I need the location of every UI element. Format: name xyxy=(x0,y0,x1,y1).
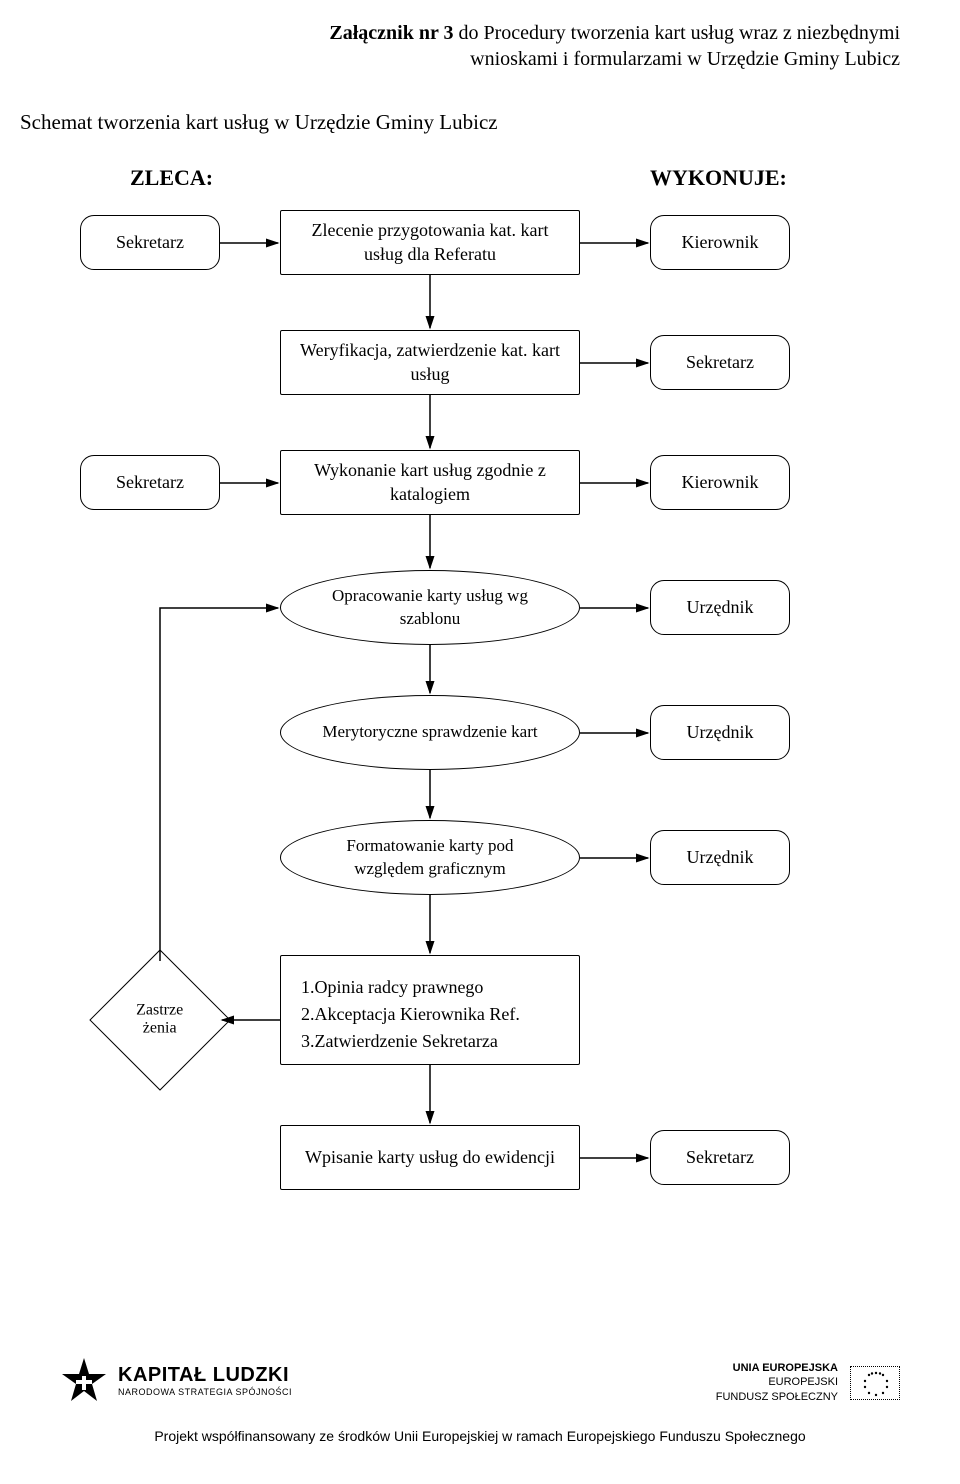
header-rest: do Procedury tworzenia kart usług wraz z… xyxy=(453,22,900,44)
node-diamond: Zastrzeżenia xyxy=(89,949,230,1090)
node-rect7: 1.Opinia radcy prawnego 2.Akceptacja Kie… xyxy=(280,955,580,1065)
rect7-line1: 1.Opinia radcy prawnego xyxy=(301,974,483,1001)
node-right5: Urzędnik xyxy=(650,705,790,760)
kl-small: NARODOWA STRATEGIA SPÓJNOŚCI xyxy=(118,1387,292,1397)
page: Załącznik nr 3 do Procedury tworzenia ka… xyxy=(0,0,960,1484)
node-left3: Sekretarz xyxy=(80,455,220,510)
eu-text: UNIA EUROPEJSKA EUROPEJSKI FUNDUSZ SPOŁE… xyxy=(716,1361,838,1404)
node-left1: Sekretarz xyxy=(80,215,220,270)
col-head-left: ZLECA: xyxy=(130,165,213,191)
node-ell6: Formatowanie karty pod względem graficzn… xyxy=(280,820,580,895)
node-ell4: Opracowanie karty usług wg szablonu xyxy=(280,570,580,645)
header-bold: Załącznik nr 3 xyxy=(329,22,453,44)
kl-big: KAPITAŁ LUDZKI xyxy=(118,1364,292,1387)
kl-logo: KAPITAŁ LUDZKI NARODOWA STRATEGIA SPÓJNO… xyxy=(60,1356,292,1404)
node-right2: Sekretarz xyxy=(650,335,790,390)
header-block: Załącznik nr 3 do Procedury tworzenia ka… xyxy=(329,20,900,72)
node-mid3: Wykonanie kart usług zgodnie z katalogie… xyxy=(280,450,580,515)
node-mid2: Weryfikacja, zatwierdzenie kat. kart usł… xyxy=(280,330,580,395)
node-right1: Kierownik xyxy=(650,215,790,270)
node-right4: Urzędnik xyxy=(650,580,790,635)
eu-flag-icon xyxy=(850,1366,900,1400)
kl-star-icon xyxy=(60,1356,108,1404)
node-right3: Kierownik xyxy=(650,455,790,510)
subtitle: Schemat tworzenia kart usług w Urzędzie … xyxy=(20,110,498,135)
diamond-label: Zastrzeżenia xyxy=(136,1002,183,1038)
col-head-right: WYKONUJE: xyxy=(650,165,787,191)
footer-line: Projekt współfinansowany ze środków Unii… xyxy=(0,1428,960,1444)
node-right8: Sekretarz xyxy=(650,1130,790,1185)
rect7-line3: 3.Zatwierdzenie Sekretarza xyxy=(301,1028,498,1055)
node-mid1: Zlecenie przygotowania kat. kart usług d… xyxy=(280,210,580,275)
footer-logos: KAPITAŁ LUDZKI NARODOWA STRATEGIA SPÓJNO… xyxy=(60,1356,900,1404)
header-line2: wnioskami i formularzami w Urzędzie Gmin… xyxy=(329,46,900,72)
eu-l3: FUNDUSZ SPOŁECZNY xyxy=(716,1390,838,1404)
node-right6: Urzędnik xyxy=(650,830,790,885)
node-rect8: Wpisanie karty usług do ewidencji xyxy=(280,1125,580,1190)
node-ell5: Merytoryczne sprawdzenie kart xyxy=(280,695,580,770)
rect7-line2: 2.Akceptacja Kierownika Ref. xyxy=(301,1001,520,1028)
eu-block: UNIA EUROPEJSKA EUROPEJSKI FUNDUSZ SPOŁE… xyxy=(716,1361,900,1404)
kl-text: KAPITAŁ LUDZKI NARODOWA STRATEGIA SPÓJNO… xyxy=(118,1364,292,1397)
eu-l1: UNIA EUROPEJSKA xyxy=(716,1361,838,1375)
header-line1: Załącznik nr 3 do Procedury tworzenia ka… xyxy=(329,20,900,46)
eu-l2: EUROPEJSKI xyxy=(716,1375,838,1389)
